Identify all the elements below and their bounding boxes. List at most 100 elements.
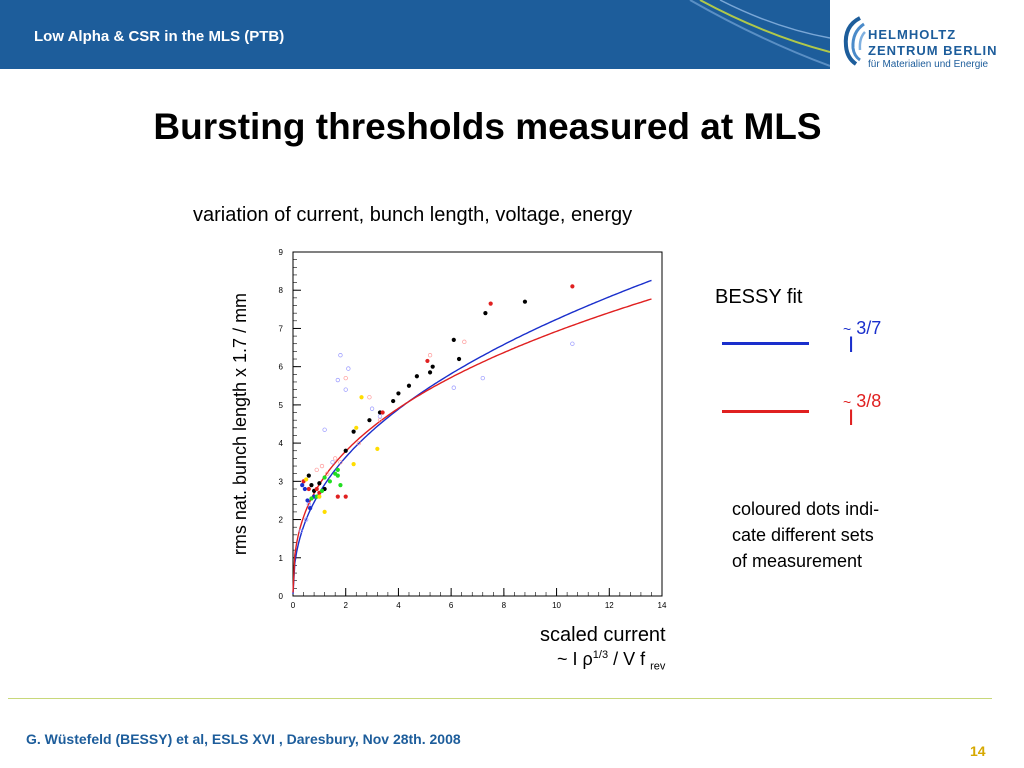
data-point bbox=[359, 395, 364, 400]
data-point bbox=[327, 479, 332, 484]
data-point bbox=[462, 339, 467, 344]
formula-rho: ρ bbox=[582, 649, 593, 669]
formula-prefix: ~ I bbox=[557, 649, 583, 669]
data-point bbox=[335, 467, 340, 472]
data-point bbox=[522, 299, 528, 304]
y-tick-label: 7 bbox=[279, 324, 284, 333]
logo-line3: für Materialien und Energie bbox=[868, 59, 989, 70]
data-point bbox=[338, 353, 343, 358]
data-point bbox=[304, 477, 309, 482]
data-point bbox=[406, 383, 412, 388]
slide-header: Low Alpha & CSR in the MLS (PTB) HELMHOL… bbox=[0, 0, 1024, 70]
data-point bbox=[451, 337, 456, 343]
data-point bbox=[322, 427, 327, 432]
data-point bbox=[425, 358, 430, 364]
legend-line-red bbox=[722, 410, 809, 413]
legend-tilde-blue: ~ bbox=[843, 321, 852, 337]
data-point bbox=[305, 498, 310, 503]
formula-subscript: rev bbox=[650, 660, 666, 673]
x-axis-label: scaled current bbox=[540, 624, 666, 646]
header-title: Low Alpha & CSR in the MLS (PTB) bbox=[34, 28, 285, 45]
data-point bbox=[335, 473, 340, 478]
data-point bbox=[309, 483, 314, 488]
formula-exponent: 1/3 bbox=[592, 649, 609, 661]
data-point bbox=[306, 486, 311, 492]
logo-line2: ZENTRUM BERLIN bbox=[868, 43, 998, 58]
data-point bbox=[570, 284, 575, 289]
logo-line1: HELMHOLTZ bbox=[868, 27, 957, 42]
data-point bbox=[391, 398, 396, 404]
legend-symbol-red: I bbox=[848, 405, 855, 430]
data-point bbox=[317, 481, 322, 486]
slide-subtitle: variation of current, bunch length, volt… bbox=[193, 204, 633, 226]
legend-exponent-red: 3/8 bbox=[856, 391, 882, 411]
data-point bbox=[298, 528, 304, 534]
data-point bbox=[338, 460, 343, 465]
legend-exponent-blue: 3/7 bbox=[856, 318, 882, 338]
data-point bbox=[325, 471, 330, 476]
legend-symbol-blue: I bbox=[848, 332, 855, 357]
data-point bbox=[396, 391, 401, 396]
data-point bbox=[317, 494, 322, 499]
x-tick-label: 4 bbox=[396, 601, 401, 610]
data-point bbox=[335, 494, 340, 499]
data-point bbox=[343, 448, 348, 453]
data-point bbox=[343, 387, 348, 392]
y-tick-label: 0 bbox=[279, 592, 284, 601]
data-point bbox=[427, 353, 433, 358]
data-point bbox=[375, 446, 380, 451]
data-point bbox=[306, 473, 311, 478]
helmholtz-logo: HELMHOLTZ ZENTRUM BERLIN für Materialien… bbox=[838, 14, 1018, 74]
y-tick-label: 5 bbox=[279, 401, 284, 410]
legend-line-blue bbox=[722, 342, 809, 345]
data-point bbox=[451, 385, 456, 390]
header-bar: Low Alpha & CSR in the MLS (PTB) bbox=[0, 0, 830, 69]
data-point bbox=[483, 311, 488, 316]
fit-curve-blue bbox=[292, 279, 652, 595]
y-axis-label: rms nat. bunch length x 1.7 / mm bbox=[230, 293, 250, 555]
legend-label-red: ~ 3/8 I bbox=[843, 391, 882, 430]
y-tick-label: 4 bbox=[279, 439, 284, 448]
helmholtz-logo-icon bbox=[843, 16, 866, 66]
note-line-2: cate different sets bbox=[732, 525, 874, 545]
x-tick-label: 6 bbox=[449, 601, 454, 610]
data-point bbox=[338, 483, 343, 488]
data-point bbox=[343, 375, 348, 381]
data-point bbox=[302, 486, 307, 492]
data-point bbox=[480, 375, 485, 381]
data-point bbox=[369, 406, 375, 411]
data-point bbox=[351, 429, 356, 434]
note-line-3: of measurement bbox=[732, 551, 863, 571]
data-point bbox=[300, 483, 305, 488]
data-point bbox=[308, 505, 313, 511]
x-tick-label: 8 bbox=[502, 601, 507, 610]
data-point bbox=[414, 374, 419, 379]
header-swoosh-decoration bbox=[689, 0, 830, 67]
data-point bbox=[335, 377, 340, 383]
note-line-1: coloured dots indi- bbox=[732, 499, 880, 519]
data-point bbox=[356, 440, 362, 446]
data-point bbox=[427, 370, 433, 375]
measurement-note: coloured dots indi- cate different sets … bbox=[732, 496, 932, 574]
x-tick-label: 14 bbox=[658, 601, 667, 610]
plot-frame bbox=[292, 251, 663, 597]
data-point bbox=[309, 496, 314, 501]
data-point bbox=[570, 341, 575, 346]
data-point bbox=[330, 460, 335, 465]
footer-citation: G. Wüstefeld (BESSY) et al, ESLS XVI , D… bbox=[26, 731, 461, 747]
x-tick-label: 0 bbox=[291, 601, 296, 610]
data-point bbox=[306, 502, 311, 507]
data-point bbox=[314, 467, 319, 473]
formula-mid: / V f bbox=[608, 649, 651, 669]
legend-tilde-red: ~ bbox=[843, 394, 852, 410]
data-point bbox=[322, 509, 327, 515]
fit-curve-red bbox=[292, 298, 652, 593]
footer-divider bbox=[8, 698, 992, 699]
data-point bbox=[488, 301, 493, 306]
data-point bbox=[456, 356, 462, 362]
data-point bbox=[343, 494, 348, 499]
slide-title: Bursting thresholds measured at MLS bbox=[153, 106, 822, 147]
data-point bbox=[367, 395, 372, 400]
legend-label-blue: ~ 3/7 I bbox=[843, 318, 882, 357]
